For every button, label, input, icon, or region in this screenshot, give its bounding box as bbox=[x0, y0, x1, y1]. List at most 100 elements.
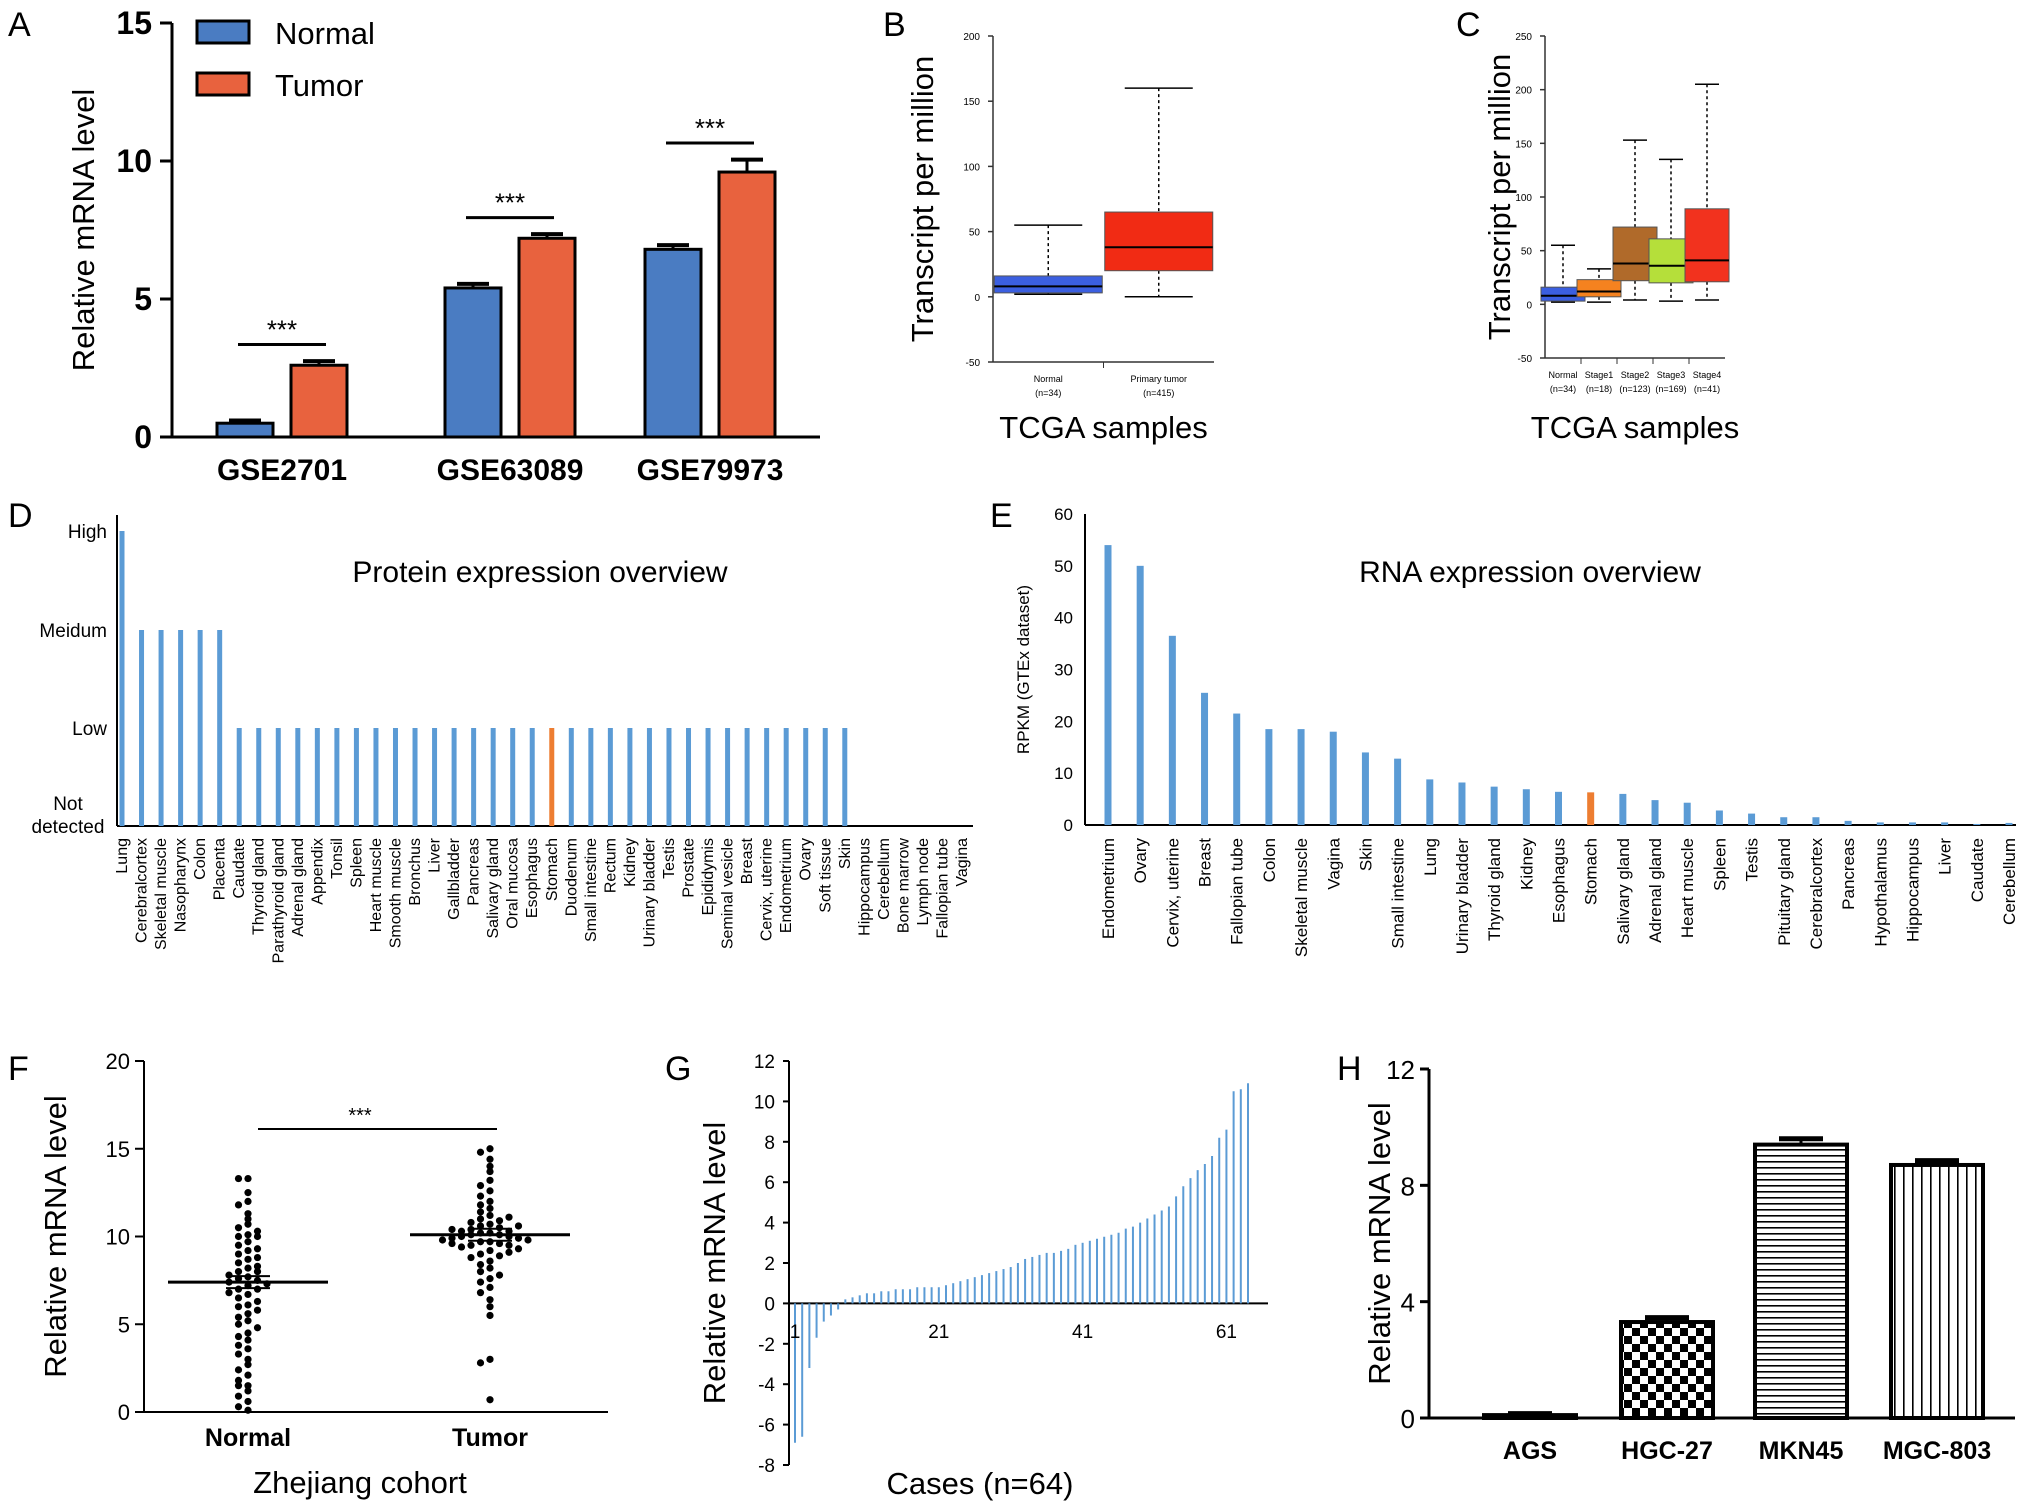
y-tick-label: 0 bbox=[1064, 816, 1073, 835]
x-tick-label: Cervix, uterine bbox=[1163, 838, 1182, 948]
data-point bbox=[253, 1324, 262, 1332]
data-point bbox=[253, 1297, 262, 1306]
x-tick-label: Hippocampus bbox=[856, 838, 873, 936]
bar bbox=[1587, 792, 1595, 825]
data-point bbox=[448, 1225, 456, 1234]
data-point bbox=[476, 1359, 485, 1367]
bar bbox=[842, 728, 848, 826]
x-tick-label: Colon bbox=[1260, 838, 1279, 882]
data-point bbox=[244, 1220, 252, 1228]
x-tick-label: Spleen bbox=[1710, 838, 1729, 891]
data-point bbox=[244, 1336, 252, 1344]
y-tick-label: -6 bbox=[758, 1416, 775, 1437]
x-tick-label: Prostate bbox=[681, 838, 698, 898]
data-point bbox=[234, 1392, 243, 1400]
bar bbox=[725, 728, 731, 826]
y-tick-label: 0 bbox=[118, 1400, 130, 1425]
x-tick-label: Lung bbox=[114, 838, 131, 874]
x-tick-label: Fallopian tube bbox=[934, 838, 951, 939]
data-point bbox=[244, 1382, 252, 1390]
data-point bbox=[467, 1218, 475, 1227]
panel-letter-F: F bbox=[8, 1050, 29, 1088]
bar bbox=[705, 728, 711, 826]
x-tick-label: Lung bbox=[1421, 838, 1440, 876]
y-level-label: Meidum bbox=[39, 621, 107, 642]
bar bbox=[158, 630, 164, 826]
x-tick-label: Urinary bladder bbox=[1453, 838, 1472, 955]
bar bbox=[1715, 810, 1723, 825]
x-tick-label: Pituitary gland bbox=[1775, 838, 1794, 946]
data-point bbox=[486, 1167, 494, 1176]
data-point bbox=[505, 1213, 513, 1221]
data-point bbox=[486, 1275, 494, 1283]
x-tick-label: Vagina bbox=[954, 838, 971, 887]
y-axis-title: Relative mRNA level bbox=[1362, 1102, 1397, 1385]
bar bbox=[783, 728, 789, 826]
y-tick-label: 15 bbox=[116, 5, 152, 41]
bar bbox=[1458, 782, 1466, 825]
x-tick-label: Spleen bbox=[348, 838, 365, 888]
x-tick-sublabel: (n=123) bbox=[1619, 384, 1650, 394]
y-axis-title: RPKM (GTEx dataset) bbox=[1014, 585, 1033, 754]
data-point bbox=[505, 1248, 513, 1256]
data-point bbox=[476, 1289, 485, 1297]
bar bbox=[275, 728, 281, 826]
x-tick-label: Heart muscle bbox=[1678, 838, 1697, 938]
bar bbox=[764, 728, 770, 826]
data-point bbox=[486, 1220, 494, 1228]
x-tick-label: Breast bbox=[1196, 838, 1215, 887]
panel-f: 0 5 10 15 20 Relative mRNA level Zhejiang coho… bbox=[38, 1049, 608, 1500]
legend-label: Tumor bbox=[275, 68, 363, 103]
bar bbox=[236, 728, 242, 826]
x-tick-label: Epididymis bbox=[700, 838, 717, 915]
y-tick-label: 2 bbox=[764, 1254, 775, 1275]
data-point bbox=[457, 1243, 466, 1251]
data-point bbox=[486, 1145, 494, 1153]
data-point bbox=[476, 1192, 485, 1200]
x-tick-label: Placenta bbox=[212, 838, 229, 900]
x-tick-label: Tonsil bbox=[329, 838, 346, 879]
data-point bbox=[244, 1361, 252, 1369]
bar bbox=[1812, 817, 1820, 825]
bar bbox=[822, 728, 828, 826]
bar bbox=[412, 728, 418, 826]
x-tick-sublabel: (n=41) bbox=[1694, 384, 1720, 394]
x-tick-label: Small intestine bbox=[583, 838, 600, 942]
x-tick-label: Soft tissue bbox=[817, 838, 834, 913]
bar bbox=[1522, 789, 1530, 825]
significance-marker: *** bbox=[267, 315, 297, 345]
y-axis-title: Transcript per million bbox=[1482, 54, 1517, 341]
data-point bbox=[234, 1313, 243, 1321]
bar-normal bbox=[443, 286, 503, 439]
bar bbox=[1780, 817, 1788, 825]
y-tick-label: 100 bbox=[963, 162, 980, 173]
x-tick-sublabel: (n=415) bbox=[1143, 388, 1174, 398]
x-tick-label: AGS bbox=[1503, 1437, 1557, 1465]
data-point bbox=[253, 1253, 262, 1262]
bar bbox=[432, 728, 438, 826]
bar bbox=[334, 728, 340, 826]
data-point bbox=[448, 1234, 456, 1242]
data-point bbox=[244, 1246, 252, 1255]
data-point bbox=[244, 1371, 252, 1379]
legend-swatch-tumor bbox=[195, 71, 251, 97]
x-tick-label: Duodenum bbox=[563, 838, 580, 916]
bar-mgc-803 bbox=[1889, 1162, 1985, 1420]
data-point bbox=[244, 1355, 252, 1363]
data-point bbox=[244, 1397, 252, 1406]
bar bbox=[607, 728, 613, 826]
data-point bbox=[244, 1290, 252, 1299]
y-tick-label: 200 bbox=[1515, 86, 1532, 97]
data-point bbox=[253, 1285, 262, 1293]
bar bbox=[1941, 822, 1949, 825]
y-tick-label: 150 bbox=[963, 97, 980, 108]
significance-marker: *** bbox=[695, 113, 725, 143]
x-axis-title: TCGA samples bbox=[1531, 410, 1739, 445]
bar bbox=[1104, 545, 1112, 825]
bar bbox=[1973, 823, 1981, 825]
y-level-label: Not bbox=[53, 794, 83, 815]
panel-a: 0 5 10 15 Relative mRNA level GSE2701 *** GSE63… bbox=[66, 5, 820, 487]
bar bbox=[1265, 729, 1273, 825]
data-point bbox=[486, 1303, 494, 1311]
